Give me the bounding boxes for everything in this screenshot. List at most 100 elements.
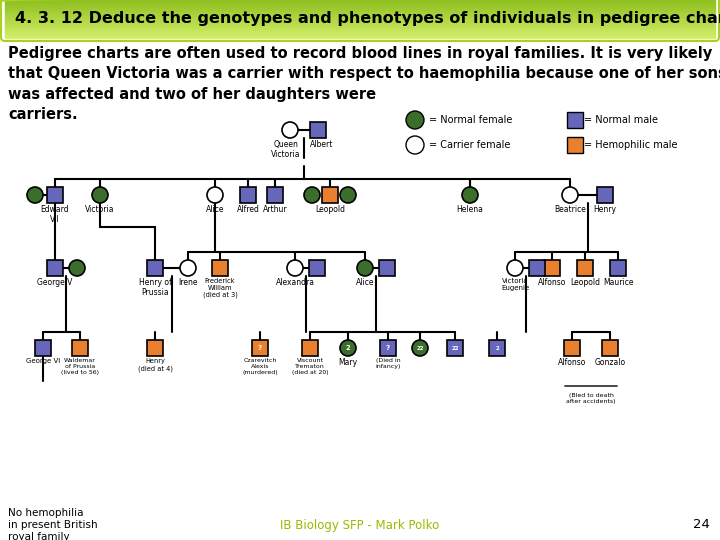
Bar [5,23,715,24]
Bar [489,340,505,356]
Bar [5,30,715,31]
Bar [5,31,715,32]
Bar [5,4,715,5]
Text: Alexandra: Alexandra [276,278,315,287]
Bar [5,16,715,17]
Circle shape [340,187,356,203]
Text: Alfred: Alfred [237,205,259,214]
Text: = Hemophilic male: = Hemophilic male [584,140,678,150]
Text: Henry of
Prussia: Henry of Prussia [139,278,171,298]
Bar [5,14,715,15]
Text: = Normal female: = Normal female [429,115,513,125]
Text: Leopold: Leopold [315,205,345,214]
Bar [529,260,545,276]
Bar [5,33,715,34]
Bar [309,260,325,276]
Circle shape [406,136,424,154]
Circle shape [207,187,223,203]
Text: George V: George V [37,278,73,287]
Bar [267,187,283,203]
Text: Irene: Irene [179,278,198,287]
Text: George VI: George VI [26,358,60,364]
Bar [147,260,163,276]
Text: Viscount
Trematon
(died at 20): Viscount Trematon (died at 20) [292,358,328,375]
Text: Alfonso: Alfonso [558,358,586,367]
Bar [310,122,326,138]
Text: Arthur: Arthur [263,205,287,214]
Bar [35,340,51,356]
Text: Albert: Albert [310,140,333,149]
Text: No hemophilia
in present British
royal family: No hemophilia in present British royal f… [8,508,98,540]
Circle shape [69,260,85,276]
Text: Waldemar
of Prussia
(lived to 56): Waldemar of Prussia (lived to 56) [61,358,99,375]
Bar [5,32,715,33]
Text: Czarevitch
Alexis
(murdered): Czarevitch Alexis (murdered) [242,358,278,375]
Bar [5,34,715,35]
Bar [5,36,715,37]
Circle shape [92,187,108,203]
Text: Victoria: Victoria [85,205,114,214]
Text: Henry: Henry [593,205,616,214]
Bar [5,1,715,2]
Text: Queen
Victoria: Queen Victoria [271,140,301,159]
Bar [577,260,593,276]
Bar [602,340,618,356]
Bar [72,340,88,356]
Circle shape [412,340,428,356]
Circle shape [180,260,196,276]
Bar [5,12,715,14]
Bar [5,24,715,25]
Bar [567,112,583,128]
Text: Henry
(died at 4): Henry (died at 4) [138,358,173,372]
Bar [47,187,63,203]
Text: Helena: Helena [456,205,483,214]
Text: ?: ? [386,345,390,351]
Bar [564,340,580,356]
Circle shape [462,187,478,203]
Bar [212,260,228,276]
Text: 2: 2 [495,346,499,350]
Bar [544,260,560,276]
Text: 4. 3. 12 Deduce the genotypes and phenotypes of individuals in pedigree charts.: 4. 3. 12 Deduce the genotypes and phenot… [15,11,720,26]
Text: = Carrier female: = Carrier female [429,140,510,150]
Bar [5,9,715,10]
Text: ?: ? [258,345,262,351]
Text: (Died in
infancy): (Died in infancy) [375,358,401,369]
Bar [5,25,715,26]
Text: Beatrice: Beatrice [554,205,586,214]
Text: 24: 24 [693,518,710,531]
Circle shape [282,122,298,138]
Circle shape [562,187,578,203]
Bar [302,340,318,356]
Bar [252,340,268,356]
Bar [380,340,396,356]
Bar [240,187,256,203]
Bar [5,6,715,8]
Circle shape [507,260,523,276]
Text: 2: 2 [346,345,351,351]
Bar [610,260,626,276]
Bar [5,22,715,23]
Text: IB Biology SFP - Mark Polko: IB Biology SFP - Mark Polko [280,518,440,531]
Bar [5,18,715,19]
Bar [5,26,715,28]
Bar [5,5,715,6]
Bar [5,15,715,16]
Text: Alice: Alice [206,205,224,214]
Bar [5,0,715,1]
Bar [5,8,715,9]
Text: Pedigree charts are often used to record blood lines in royal families. It is ve: Pedigree charts are often used to record… [8,46,720,122]
Text: 22: 22 [416,346,424,350]
Bar [5,2,715,3]
Bar [597,187,613,203]
Bar [379,260,395,276]
Text: Edward
VII: Edward VII [41,205,69,225]
Text: 22: 22 [451,346,459,350]
Text: Victoria
Eugenie: Victoria Eugenie [501,278,529,291]
Bar [5,11,715,12]
Bar [5,37,715,38]
Bar [47,260,63,276]
Bar [5,10,715,11]
Circle shape [406,111,424,129]
Text: Maurice: Maurice [603,278,634,287]
